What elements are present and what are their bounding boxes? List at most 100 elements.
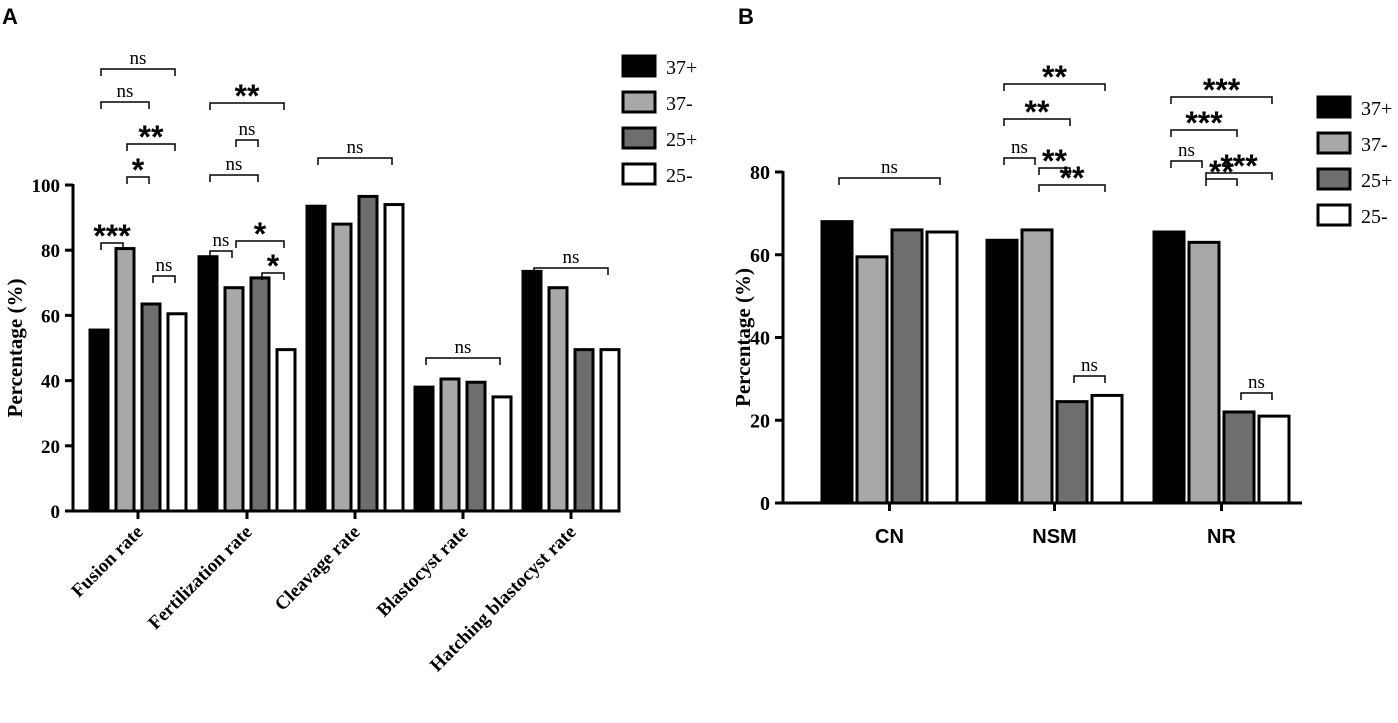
significance-bracket: [317, 157, 393, 165]
bar-25plus-cleavage-rate: [357, 194, 379, 513]
significance-bracket: [1003, 157, 1036, 165]
bar-25minus-nr: [1257, 414, 1291, 505]
category-label: Cleavage rate: [271, 522, 365, 616]
bar-25plus-fertilization-rate: [249, 276, 271, 513]
significance-bracket: [1170, 96, 1273, 104]
significance-label: ns: [347, 137, 364, 158]
significance-label: ns: [239, 119, 256, 140]
bar-25minus-cleavage-rate: [383, 203, 405, 513]
significance-bracket: [425, 357, 501, 365]
bar-37minus-blastocyst-rate: [439, 377, 461, 513]
significance-label: ***: [1203, 72, 1241, 108]
significance-bracket: [1170, 129, 1238, 137]
legend-swatch: [1316, 167, 1352, 191]
bar-25minus-fusion-rate: [166, 312, 188, 513]
panel-a: A 0 20 40 60 80 100 Percentage (%) Fusion rateFe…: [2, 4, 697, 676]
legend-label: 37-: [1361, 134, 1388, 156]
bar-25plus-nr: [1222, 410, 1256, 505]
significance-label: ***: [1220, 148, 1258, 184]
y-axis-label: Percentage (%): [3, 279, 27, 418]
significance-label: **: [1042, 59, 1067, 95]
bar-37plus-nr: [1152, 230, 1186, 505]
panel-letter: B: [738, 4, 754, 29]
category-label: CN: [875, 526, 904, 548]
significance-bracket: [838, 177, 941, 185]
significance-label: ns: [130, 48, 147, 69]
significance-label: *: [132, 152, 145, 188]
legend-label: 25+: [1361, 170, 1392, 192]
category-label: Fertilization rate: [144, 522, 256, 634]
bar-37plus-hatching-blastocyst-rate: [521, 269, 543, 513]
y-tick-label: 80: [750, 162, 770, 184]
bar-37plus-blastocyst-rate: [413, 385, 435, 513]
category-label: Fusion rate: [67, 522, 147, 602]
significance-label: ns: [1081, 355, 1098, 376]
legend-swatch: [1316, 131, 1352, 155]
legend-label: 37+: [666, 57, 697, 79]
legend-label: 25-: [666, 165, 693, 187]
significance-bracket: [261, 272, 285, 280]
bar-37minus-cn: [855, 255, 889, 505]
bar-25minus-cn: [925, 230, 959, 505]
bar-25plus-fusion-rate: [140, 302, 162, 513]
legend-label: 25+: [666, 129, 697, 151]
y-tick-label: 60: [750, 245, 770, 267]
bar-37plus-cn: [820, 220, 854, 505]
y-tick-label: 20: [41, 437, 60, 458]
legend-swatch: [1316, 95, 1352, 119]
significance-bracket: [1170, 160, 1203, 168]
bar-37plus-cleavage-rate: [305, 204, 327, 513]
significance-bracket: [1038, 167, 1071, 175]
legend-label: 37+: [1361, 98, 1392, 120]
significance-bracket: [209, 174, 259, 182]
bar-37minus-hatching-blastocyst-rate: [547, 286, 569, 513]
significance-label: ***: [93, 218, 131, 254]
legend-swatch: [621, 54, 657, 78]
significance-bracket: [209, 250, 233, 258]
significance-label: **: [1025, 94, 1050, 130]
bar-37plus-nsm: [985, 238, 1019, 505]
y-tick-label: 0: [51, 502, 61, 523]
bar-25minus-fertilization-rate: [275, 348, 297, 513]
significance-label: ns: [1248, 372, 1265, 393]
legend-swatch: [1316, 203, 1352, 227]
bar-37plus-fusion-rate: [88, 328, 110, 513]
legend-swatch: [621, 126, 657, 150]
bar-37minus-fusion-rate: [114, 247, 136, 513]
significance-label: ***: [1185, 105, 1223, 141]
significance-label: **: [1209, 154, 1234, 190]
significance-bracket: [100, 242, 124, 250]
bar-25minus-blastocyst-rate: [491, 395, 513, 513]
bar-25plus-nsm: [1055, 400, 1089, 505]
significance-bracket: [533, 267, 609, 275]
significance-label: *: [267, 248, 280, 284]
y-tick-label: 40: [750, 328, 770, 350]
category-label: Blastocyst rate: [373, 522, 473, 622]
legend-label: 37-: [666, 93, 693, 115]
legend-label: 25-: [1361, 206, 1388, 228]
significance-bracket: [1205, 178, 1238, 186]
bar-25plus-blastocyst-rate: [465, 380, 487, 513]
panel-letter: A: [2, 4, 18, 29]
significance-bracket: [100, 68, 176, 76]
bar-37minus-nr: [1187, 240, 1221, 505]
significance-bracket: [1073, 375, 1106, 383]
significance-label: ns: [226, 154, 243, 175]
significance-label: ns: [563, 247, 580, 268]
bar-25minus-nsm: [1090, 393, 1124, 505]
significance-label: *: [254, 216, 267, 252]
legend-swatch: [621, 90, 657, 114]
significance-label: ns: [1011, 137, 1028, 158]
significance-bracket: [1003, 83, 1106, 91]
significance-label: ns: [117, 81, 134, 102]
bar-37minus-cleavage-rate: [331, 222, 353, 513]
significance-label: ns: [213, 230, 230, 251]
y-tick-label: 60: [41, 306, 60, 327]
y-axis-label: Percentage (%): [731, 268, 755, 407]
y-tick-label: 80: [41, 241, 60, 262]
y-tick-label: 100: [32, 176, 61, 197]
bar-37minus-nsm: [1020, 228, 1054, 505]
significance-label: **: [1042, 143, 1067, 179]
